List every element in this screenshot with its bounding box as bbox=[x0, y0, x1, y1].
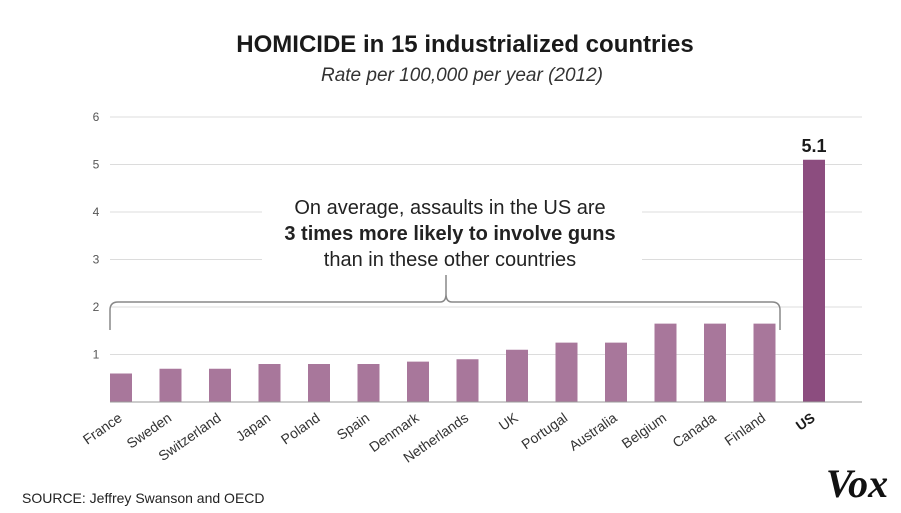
bar-portugal bbox=[555, 342, 578, 402]
x-tick-label: France bbox=[80, 409, 125, 447]
bar-poland bbox=[308, 364, 330, 402]
x-tick-label: US bbox=[793, 409, 818, 433]
annotation-text-block: On average, assaults in the US are 3 tim… bbox=[262, 190, 642, 272]
annotation-line-1: On average, assaults in the US are bbox=[294, 197, 605, 219]
source-note: SOURCE: Jeffrey Swanson and OECD bbox=[22, 490, 265, 506]
data-label-us: 5.1 bbox=[801, 136, 826, 156]
bar-france bbox=[110, 373, 132, 402]
x-tick-label: Poland bbox=[278, 409, 323, 447]
bar-sweden bbox=[159, 368, 182, 402]
annotation-bracket bbox=[109, 275, 781, 330]
annotation-line-3: than in these other countries bbox=[324, 249, 576, 271]
x-tick-label: Belgium bbox=[619, 409, 670, 451]
bar-japan bbox=[258, 364, 281, 402]
vox-logo: Vox bbox=[826, 461, 888, 506]
bracket-line bbox=[109, 275, 781, 330]
y-axis-ticks: 1 2 3 4 5 6 bbox=[93, 110, 100, 362]
bar-denmark bbox=[407, 361, 429, 402]
bar-us bbox=[803, 159, 825, 402]
bar-switzerland bbox=[209, 368, 231, 402]
bar-uk bbox=[506, 349, 528, 402]
bar-canada bbox=[704, 323, 726, 402]
y-tick-label: 5 bbox=[93, 158, 100, 172]
y-tick-label: 4 bbox=[93, 205, 100, 219]
y-tick-label: 1 bbox=[93, 348, 100, 362]
x-tick-label: Japan bbox=[233, 409, 273, 444]
bar-netherlands bbox=[456, 359, 479, 402]
y-tick-label: 6 bbox=[93, 110, 100, 124]
y-tick-label: 2 bbox=[93, 300, 100, 314]
bar-spain bbox=[357, 364, 380, 402]
bar-finland bbox=[753, 323, 776, 402]
x-tick-label: Spain bbox=[334, 409, 373, 443]
chart-title: HOMICIDE in 15 industrialized countries bbox=[236, 31, 693, 58]
chart-subtitle: Rate per 100,000 per year (2012) bbox=[321, 65, 603, 86]
x-tick-label: UK bbox=[496, 409, 522, 434]
bar-belgium bbox=[654, 323, 677, 402]
annotation-background bbox=[262, 190, 642, 272]
data-labels: 5.1 bbox=[801, 136, 826, 156]
x-tick-label: Canada bbox=[669, 409, 719, 450]
y-tick-label: 3 bbox=[93, 253, 100, 267]
bars bbox=[110, 159, 825, 402]
x-tick-label: Portugal bbox=[518, 409, 570, 452]
x-tick-label: Australia bbox=[566, 409, 620, 453]
x-tick-label: Finland bbox=[721, 409, 768, 448]
bar-australia bbox=[605, 342, 627, 402]
annotation-line-2: 3 times more likely to involve guns bbox=[284, 223, 615, 245]
